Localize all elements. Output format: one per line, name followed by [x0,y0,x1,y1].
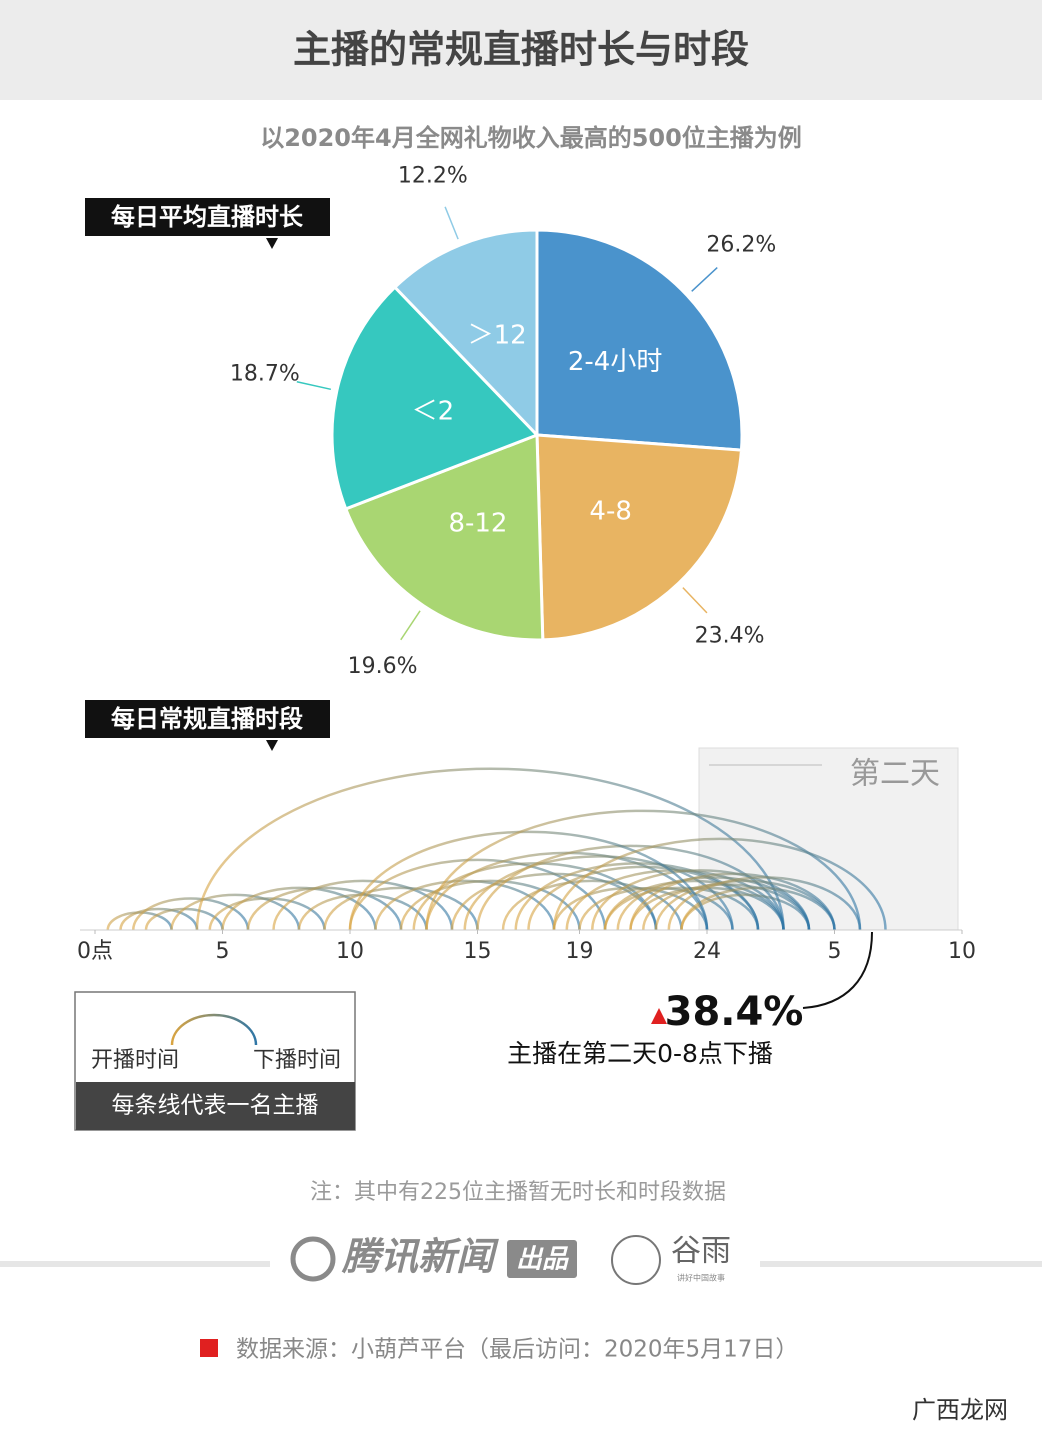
broadcast-arc [119,907,199,931]
legend-end: 下播时间 [253,1048,341,1073]
leader-line [400,610,421,641]
legend-caption-bar [76,1082,355,1130]
note: 注：其中有225位主播暂无时长和时段数据 [310,1180,726,1205]
slice-label: 4-8 [589,497,631,527]
slice-label: ＞12 [468,321,527,351]
x-tick-label: 0点 [77,939,113,964]
brand: 腾讯新闻 [341,1235,499,1279]
leader-line [296,381,332,391]
legend-arc [170,1013,258,1046]
broadcast-arc [374,879,556,931]
leader-line [444,206,459,240]
broadcast-arc [221,886,377,931]
broadcast-arc [399,879,581,931]
slice-label: 8-12 [448,508,507,538]
slice-label: ＜2 [412,396,455,426]
subtitle: 以2020年4月全网礼物收入最高的500位主播为例 [260,124,802,152]
broadcast-arc [170,893,301,931]
leader-line [682,587,708,614]
broadcast-arc [348,858,607,931]
brand-tag: 出品 [516,1245,569,1275]
section-label: 每日常规直播时段 [111,705,303,733]
pie-chart: 2-4小时 26.2% 4-8 23.4% 8-12 19.6% ＜2 18.7% ＞12 12.… [230,163,776,679]
broadcast-arc [246,886,403,931]
x-tick-label: 24 [693,939,721,964]
legend-caption: 每条线代表一名主播 [112,1093,319,1119]
section-label-box [85,700,330,738]
page-title: 主播的常规直播时长与时段 [293,28,749,72]
value-label: 19.6% [348,654,418,679]
value-label: 23.4% [695,624,765,649]
section-label: 每日平均直播时长 [111,203,304,231]
x-tick-label: 10 [948,939,976,964]
broadcast-arc [565,869,785,931]
broadcast-arc [552,886,709,931]
value-label: 26.2% [706,232,776,257]
brand-icon [290,1236,336,1282]
section-label-box [85,198,330,236]
value-label: 12.2% [398,163,468,188]
x-tick-label: 15 [464,939,492,964]
footer-rule [760,1261,1042,1267]
leader-line [691,267,718,292]
watermark: 广西龙网 [912,1396,1008,1424]
broadcast-arc [272,879,454,931]
pointer [266,740,278,751]
x-tick-label: 19 [566,939,594,964]
broadcast-arc [527,865,760,931]
header-band [0,0,1042,100]
broadcast-arc [501,879,683,931]
legend-start: 开播时间 [91,1048,179,1073]
value-label: 18.7% [230,362,300,387]
brand-tag-box [507,1240,577,1278]
source: 数据来源：小葫芦平台（最后访问：2020年5月17日） [236,1337,798,1363]
annotation-text: 主播在第二天0-8点下播 [507,1039,773,1068]
broadcast-arc [667,876,862,931]
pie-slice [535,433,744,642]
annotation-value: 38.4% [665,989,804,1035]
region-label: 第二天 [850,757,940,792]
footer-rule [0,1261,270,1267]
broadcast-arc [680,886,836,931]
partner-tag: 讲好中国故事 [677,1273,725,1283]
broadcast-arc [348,830,709,931]
up-triangle [651,1008,667,1024]
pie-slice [535,228,744,452]
pie-slice [343,432,545,642]
broadcast-arc [195,767,785,931]
pointer [266,238,278,249]
broadcast-arc [208,897,326,931]
partner-icon [611,1235,661,1285]
arc-chart: 第二天 0点 5 10 15 19 24 5 10 [77,747,976,964]
slice-label: 2-4小时 [568,347,662,377]
source-marker [200,1339,218,1357]
x-tick-label: 5 [216,939,230,964]
pie-slice [330,285,540,511]
x-tick-label: 10 [336,939,364,964]
broadcast-arc [463,855,734,931]
broadcast-arc [425,809,862,931]
x-tick-label: 5 [828,939,842,964]
pie-slice [392,228,539,439]
partner: 谷雨 [671,1234,731,1269]
broadcast-arc [132,897,250,931]
annotation-connector [802,931,873,1009]
broadcast-arc [552,837,887,931]
broadcast-arc [642,883,811,931]
